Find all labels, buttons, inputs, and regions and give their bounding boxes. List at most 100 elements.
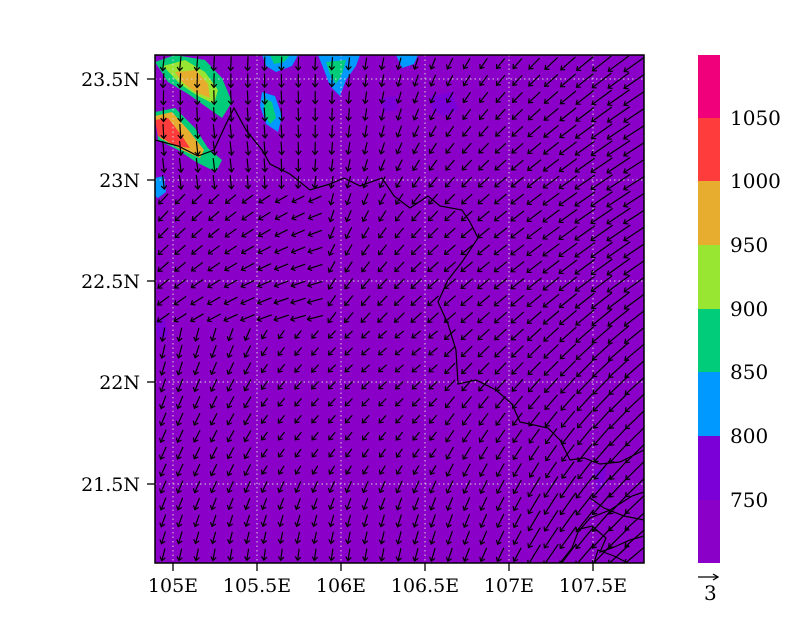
wind-vector-head: [412, 488, 418, 494]
wind-vector-field: [156, 55, 644, 563]
wind-vector: [277, 414, 286, 424]
wind-vector-head: [591, 83, 597, 89]
wind-vector-head: [227, 66, 234, 72]
wind-vector-head: [345, 65, 352, 71]
wind-vector-head: [395, 182, 401, 189]
wind-vector-head: [278, 66, 285, 72]
wind-vector: [494, 227, 508, 239]
colorbar-segment: [698, 118, 720, 181]
wind-vector-head: [477, 250, 483, 256]
wind-vector: [607, 291, 631, 310]
wind-vector-head: [576, 423, 583, 429]
wind-vector: [261, 497, 268, 510]
wind-vector: [345, 431, 353, 441]
wind-vector: [576, 376, 594, 394]
wind-vector: [362, 210, 370, 222]
wind-vector-head: [575, 354, 581, 360]
wind-vector-head: [526, 250, 532, 256]
wind-vector: [396, 142, 403, 154]
wind-vector: [347, 74, 350, 87]
wind-vector: [279, 531, 284, 544]
wind-vector: [592, 392, 611, 412]
wind-vector-head: [622, 151, 629, 157]
wind-vector: [277, 397, 286, 407]
wind-vector: [545, 444, 558, 461]
wind-vector: [445, 413, 455, 426]
wind-vector-head: [277, 350, 283, 357]
wind-vector: [528, 395, 541, 410]
wind-vector: [295, 448, 302, 458]
wind-vector: [273, 314, 289, 321]
wind-vector-head: [378, 250, 384, 256]
wind-vector-head: [542, 319, 549, 325]
wind-vector: [261, 414, 269, 424]
wind-vector-head: [377, 317, 383, 323]
wind-vector-head: [260, 350, 267, 357]
wind-vector-head: [477, 352, 483, 358]
wind-vector-head: [194, 184, 201, 190]
wind-vector: [345, 448, 353, 458]
wind-vector: [496, 429, 506, 443]
wind-vector-head: [512, 488, 519, 495]
wind-vector: [526, 277, 542, 290]
wind-vector: [327, 364, 337, 373]
wind-vector: [558, 175, 578, 189]
wind-vector: [212, 124, 216, 139]
wind-vector: [590, 241, 613, 258]
wind-vector: [173, 312, 187, 322]
colorbar: [698, 55, 720, 563]
wind-vector-head: [291, 214, 297, 221]
wind-vector-head: [294, 184, 302, 190]
wind-vector: [378, 414, 387, 424]
wind-vector: [543, 310, 560, 325]
wind-vector-head: [558, 234, 564, 241]
wind-vector: [211, 531, 217, 544]
wind-vector: [208, 245, 220, 255]
wind-vector: [461, 362, 473, 375]
wind-vector-head: [412, 505, 419, 511]
wind-vector-head: [462, 471, 468, 477]
wind-vector-head: [590, 201, 596, 208]
wind-vector-head: [607, 355, 614, 361]
wind-vector-head: [542, 183, 548, 189]
wind-vector: [363, 497, 369, 510]
wind-vector-head: [560, 388, 566, 394]
wind-vector: [511, 311, 525, 324]
wind-vector-head: [361, 199, 368, 206]
wind-vector-head: [311, 504, 318, 511]
wind-vector-head: [461, 386, 467, 392]
wind-vector-head: [411, 384, 417, 390]
wind-vector: [313, 531, 317, 544]
wind-vector: [494, 176, 507, 188]
wind-vector: [294, 330, 302, 339]
wind-vector-head: [575, 337, 581, 343]
wind-vector-head: [244, 556, 251, 562]
colorbar-segment: [698, 245, 720, 309]
wind-vector-head: [495, 97, 501, 104]
wind-vector: [263, 107, 266, 122]
wind-vector: [329, 481, 336, 493]
wind-vector: [377, 278, 388, 289]
wind-vector-head: [241, 215, 247, 221]
wind-vector: [494, 294, 508, 307]
wind-vector-head: [394, 333, 400, 339]
wind-vector: [194, 344, 200, 358]
wind-vector-head: [412, 165, 418, 172]
wind-vector: [176, 412, 184, 426]
wind-vector-head: [377, 367, 384, 373]
wind-vector: [559, 293, 578, 308]
wind-vector: [347, 548, 351, 561]
wind-vector: [241, 245, 255, 254]
wind-vector-head: [462, 131, 468, 137]
wind-vector-head: [460, 232, 466, 239]
wind-vector: [526, 294, 542, 307]
wind-vector: [380, 91, 385, 104]
wind-vector: [478, 176, 490, 188]
wind-vector: [397, 531, 402, 544]
wind-vector: [361, 364, 371, 373]
wind-vector-head: [543, 115, 549, 121]
wind-vector-head: [510, 199, 516, 205]
wind-vector: [364, 57, 368, 70]
wind-vector-head: [158, 216, 164, 222]
wind-vector-head: [511, 352, 517, 358]
